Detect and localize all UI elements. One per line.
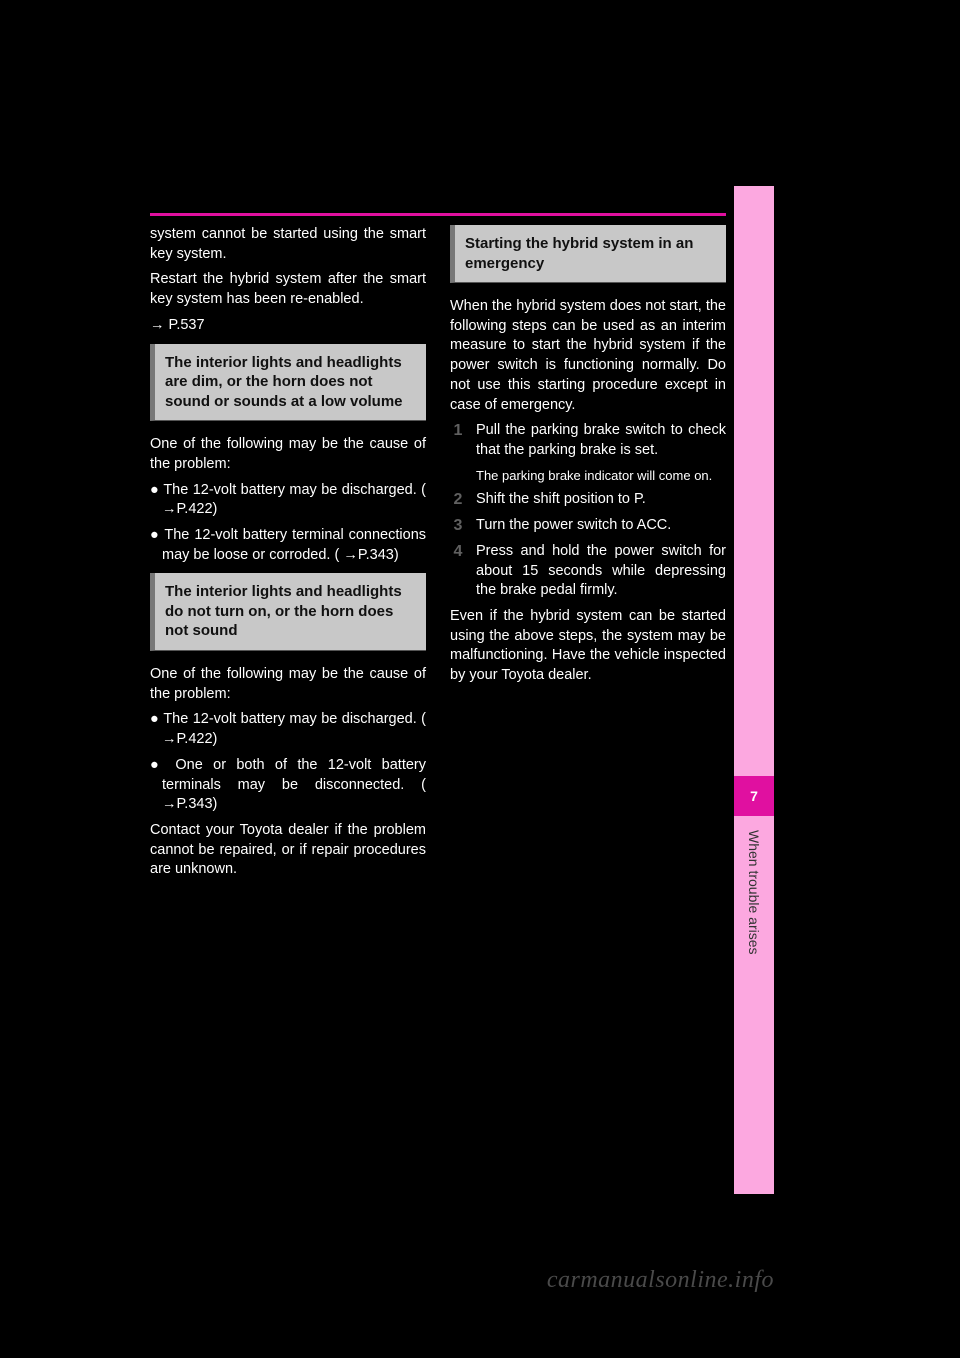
right-p1: When the hybrid system does not start, t… <box>450 297 726 415</box>
page-root: system cannot be started using the smart… <box>0 0 960 1358</box>
step-1-num: 1 <box>450 421 466 460</box>
step-2-text: Shift the shift position to P. <box>476 490 726 510</box>
step-1-note: The parking brake indicator will come on… <box>476 467 726 485</box>
left-bullet1-text: The 12-volt battery may be discharged. (… <box>162 482 426 518</box>
step-1-text: Pull the parking brake switch to check t… <box>476 421 726 460</box>
chapter-number: 7 <box>750 788 758 804</box>
step-4: 4 Press and hold the power switch for ab… <box>450 542 726 601</box>
left-bullet2: ● The 12-volt battery terminal connectio… <box>150 526 426 565</box>
step-3-num: 3 <box>450 516 466 536</box>
left-bullet2-text: The 12-volt battery terminal connections… <box>162 527 426 563</box>
left-p2: Restart the hybrid system after the smar… <box>150 270 426 309</box>
box-lights-off: The interior lights and headlights do no… <box>150 573 426 651</box>
left-p4: One of the following may be the cause of… <box>150 665 426 704</box>
left-p1: system cannot be started using the smart… <box>150 225 426 264</box>
sidebar <box>734 186 774 1194</box>
chapter-tab: 7 <box>734 776 774 816</box>
step-2-num: 2 <box>450 490 466 510</box>
step-4-text: Press and hold the power switch for abou… <box>476 542 726 601</box>
left-bullet4-text: One or both of the 12-volt battery termi… <box>162 757 426 812</box>
step-1: 1 Pull the parking brake switch to check… <box>450 421 726 460</box>
left-column: system cannot be started using the smart… <box>150 225 426 886</box>
two-columns: system cannot be started using the smart… <box>150 225 726 886</box>
left-bullet1: ● The 12-volt battery may be discharged.… <box>150 481 426 520</box>
right-column: Starting the hybrid system in an emergen… <box>450 225 726 886</box>
box-start-emergency: Starting the hybrid system in an emergen… <box>450 225 726 283</box>
left-cross1: → P.537 <box>150 316 426 336</box>
box-lights-dim: The interior lights and headlights are d… <box>150 344 426 422</box>
left-bullet3-text: The 12-volt battery may be discharged. (… <box>162 711 426 747</box>
step-4-num: 4 <box>450 542 466 601</box>
step-2: 2 Shift the shift position to P. <box>450 490 726 510</box>
left-p3: One of the following may be the cause of… <box>150 435 426 474</box>
left-bullet4: ● One or both of the 12-volt battery ter… <box>150 756 426 815</box>
right-p2: Even if the hybrid system can be started… <box>450 607 726 686</box>
step-3: 3 Turn the power switch to ACC. <box>450 516 726 536</box>
chapter-label: When trouble arises <box>734 824 774 1024</box>
step-3-text: Turn the power switch to ACC. <box>476 516 726 536</box>
watermark: carmanualsonline.info <box>547 1267 774 1294</box>
content-area: system cannot be started using the smart… <box>150 205 726 886</box>
left-bullet3: ● The 12-volt battery may be discharged.… <box>150 710 426 749</box>
left-p5: Contact your Toyota dealer if the proble… <box>150 821 426 880</box>
